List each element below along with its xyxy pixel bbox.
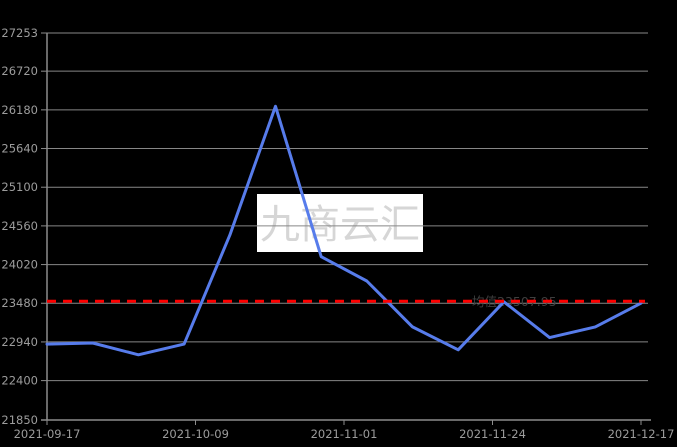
- y-axis-label: 25100: [1, 180, 38, 194]
- y-axis-label: 23480: [1, 296, 38, 310]
- watermark-box: [257, 194, 423, 252]
- y-axis-label: 26180: [1, 103, 38, 117]
- y-axis-label: 24560: [1, 219, 38, 233]
- y-axis-label: 27253: [1, 26, 38, 40]
- axis-labels: 27253 26720 26180 25640 25100 24560 24020 23480…: [1, 26, 674, 441]
- x-axis-label: 2021-12-17: [608, 427, 675, 441]
- x-axis-label: 2021-11-01: [311, 427, 378, 441]
- x-axis-label: 2021-11-24: [459, 427, 526, 441]
- y-axis-label: 24020: [1, 258, 38, 272]
- axes: [41, 32, 651, 425]
- watermark-text: 九商云汇: [260, 202, 420, 248]
- y-axis-label: 22940: [1, 335, 38, 349]
- y-axis-label: 26720: [1, 64, 38, 78]
- y-axis-label: 21850: [1, 413, 38, 427]
- y-axis-label: 25640: [1, 142, 38, 156]
- x-axis-label: 2021-10-09: [162, 427, 229, 441]
- x-axis-label: 2021-09-17: [14, 427, 81, 441]
- price-series-line: [45, 104, 643, 357]
- y-axis-label: 22400: [1, 374, 38, 388]
